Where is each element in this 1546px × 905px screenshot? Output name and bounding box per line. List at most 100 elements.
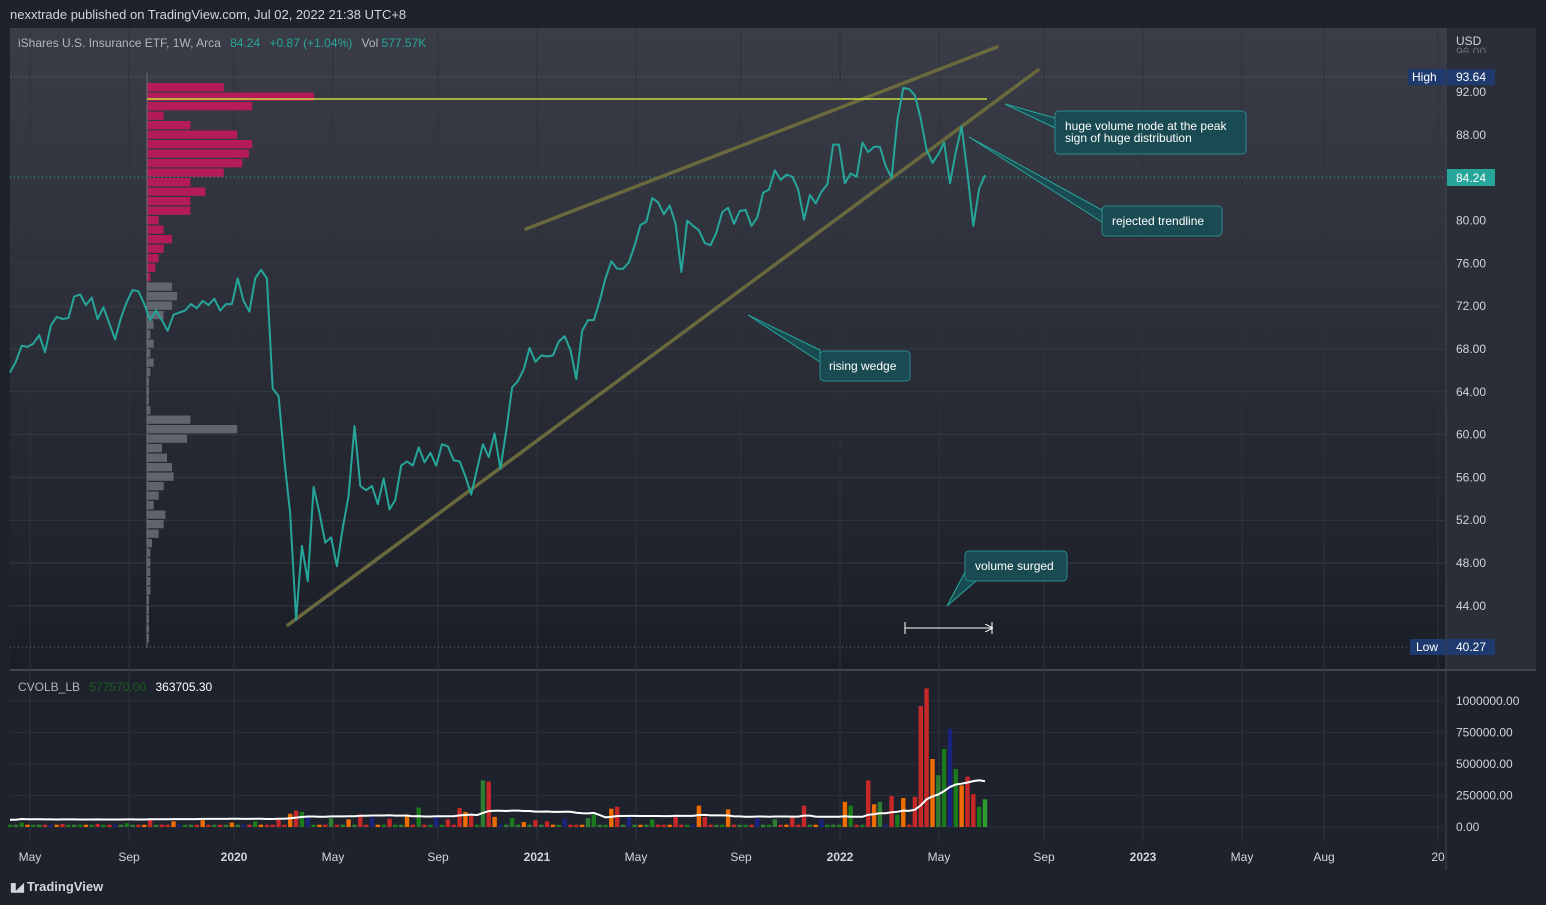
volume-bar bbox=[7, 824, 13, 827]
volume-bar bbox=[428, 824, 433, 827]
volume-bar bbox=[334, 824, 340, 827]
volume-bar bbox=[223, 824, 229, 827]
profile-bar bbox=[147, 368, 151, 377]
price-tick-label: 80.00 bbox=[1456, 214, 1486, 228]
volume-bar bbox=[60, 823, 65, 827]
volume-bar bbox=[229, 822, 235, 827]
profile-bar bbox=[147, 596, 149, 605]
volume-bar bbox=[323, 824, 328, 827]
volume-profile bbox=[146, 73, 314, 648]
volume-bar bbox=[796, 824, 801, 827]
volume-bar bbox=[556, 824, 561, 827]
volume-bar bbox=[107, 824, 112, 827]
profile-bar bbox=[147, 292, 178, 301]
profile-bar bbox=[147, 501, 154, 510]
volume-bar bbox=[124, 823, 129, 827]
volume-bar bbox=[877, 801, 883, 827]
volume-bar bbox=[731, 824, 737, 827]
wedge-upper-trendline[interactable] bbox=[524, 45, 999, 231]
volume-bar bbox=[539, 824, 544, 827]
profile-bar bbox=[147, 263, 156, 272]
volume-bar bbox=[644, 824, 649, 827]
volume-bar bbox=[66, 824, 71, 827]
profile-bar bbox=[147, 301, 173, 310]
tradingview-logo[interactable]: ▮◢ TradingView bbox=[10, 879, 103, 894]
annotation-rising-wedge[interactable]: rising wedge bbox=[747, 314, 911, 382]
tradingview-brand-text: TradingView bbox=[26, 879, 104, 894]
volume-bar bbox=[241, 824, 246, 827]
volume-bar bbox=[165, 824, 170, 827]
time-tick-label: May bbox=[928, 850, 951, 864]
profile-bar bbox=[147, 254, 159, 263]
volume-bar bbox=[48, 824, 54, 827]
last-price-value: 84.24 bbox=[1456, 171, 1486, 185]
price-series-line[interactable] bbox=[9, 86, 986, 621]
volume-bar bbox=[253, 821, 258, 827]
profile-bar bbox=[147, 406, 151, 415]
volume-bar bbox=[247, 824, 252, 827]
volume-bar bbox=[486, 781, 491, 827]
indicator-tick-label: 1000000.00 bbox=[1456, 694, 1520, 708]
volume-bar bbox=[895, 814, 900, 827]
volume-bar bbox=[469, 815, 474, 827]
volume-bar bbox=[369, 817, 375, 827]
volume-bar bbox=[661, 824, 667, 827]
volume-bar bbox=[328, 818, 334, 827]
volume-bar bbox=[188, 824, 194, 827]
low-label: Low bbox=[1416, 640, 1438, 654]
price-tick-label: 56.00 bbox=[1456, 470, 1486, 484]
volume-bar bbox=[842, 801, 848, 827]
callout-box bbox=[819, 350, 911, 382]
profile-bar bbox=[147, 567, 151, 576]
volume-bar bbox=[941, 748, 947, 827]
profile-bar bbox=[147, 415, 191, 424]
volume-bar bbox=[766, 824, 772, 827]
callout-text-line1: huge volume node at the peak bbox=[1065, 119, 1227, 133]
volume-bar bbox=[101, 824, 106, 827]
time-axis-pane[interactable] bbox=[10, 843, 1536, 870]
indicator-tick-label: 750000.00 bbox=[1456, 726, 1513, 740]
volume-bar bbox=[685, 824, 690, 827]
volume-bar bbox=[194, 824, 199, 827]
profile-bar bbox=[147, 586, 151, 595]
volume-bar bbox=[533, 820, 538, 827]
volume-bar bbox=[282, 824, 287, 827]
profile-bar bbox=[147, 510, 166, 519]
profile-bar bbox=[147, 311, 164, 320]
profile-bar bbox=[147, 482, 164, 491]
volume-bar bbox=[918, 706, 923, 827]
time-axis-ticks: May Sep 2020 May Sep 2021 May Sep 2022 May Sep 2023… bbox=[19, 850, 1445, 864]
annotation-volume-surged[interactable]: volume surged bbox=[946, 550, 1068, 607]
annotation-distribution[interactable]: huge volume node at the peak sign of hug… bbox=[1004, 103, 1247, 155]
volume-bar bbox=[825, 824, 830, 827]
annotation-rejected-trendline[interactable]: rejected trendline bbox=[968, 136, 1223, 237]
volume-bar bbox=[31, 824, 36, 827]
profile-bar bbox=[147, 472, 174, 481]
volume-bar bbox=[947, 728, 953, 827]
volume-bar bbox=[89, 824, 94, 827]
volume-bar bbox=[580, 824, 585, 827]
volume-bar bbox=[416, 807, 421, 827]
volume-bar bbox=[743, 824, 748, 827]
indicator-axis-pane[interactable] bbox=[1446, 671, 1536, 842]
volume-bar bbox=[977, 806, 982, 827]
volume-bar bbox=[603, 824, 608, 827]
volume-bar bbox=[784, 824, 789, 827]
volume-bar bbox=[930, 759, 935, 827]
volume-bar bbox=[258, 824, 264, 827]
time-tick-label: 20 bbox=[1431, 850, 1445, 864]
date-range-measure[interactable] bbox=[904, 622, 992, 634]
price-axis-pane[interactable] bbox=[1446, 28, 1536, 669]
volume-bar bbox=[860, 824, 865, 827]
volume-bar bbox=[912, 796, 918, 827]
volume-bar bbox=[381, 824, 386, 827]
volume-bar bbox=[264, 824, 270, 827]
time-tick-label: May bbox=[19, 850, 42, 864]
profile-bar bbox=[147, 130, 238, 139]
volume-bar bbox=[218, 824, 223, 827]
volume-bar bbox=[311, 824, 316, 827]
price-tick-label: 52.00 bbox=[1456, 513, 1486, 527]
wedge-lower-trendline[interactable] bbox=[286, 68, 1040, 627]
last-price-marker: 84.24 bbox=[1447, 169, 1495, 186]
